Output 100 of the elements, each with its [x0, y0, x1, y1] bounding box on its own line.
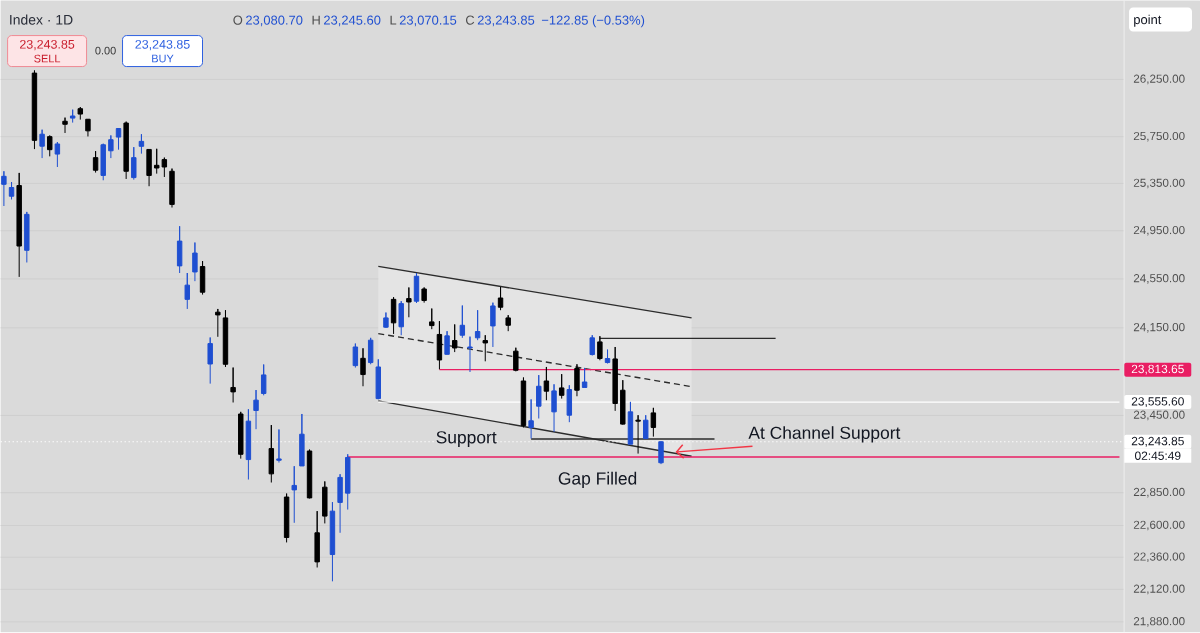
annotation: L	[390, 15, 397, 25]
candlestick	[192, 242, 198, 282]
annotation: 23,243.85	[135, 39, 190, 51]
candlestick	[451, 324, 458, 353]
candlestick	[612, 346, 618, 412]
candlestick	[643, 414, 649, 440]
annotation: O	[233, 15, 243, 25]
y-tick-label: 22,120.00	[1133, 584, 1185, 595]
y-axis-title: point	[1134, 14, 1162, 27]
candlestick	[390, 296, 397, 335]
y-tick-label: 23,450.00	[1133, 410, 1185, 421]
candlestick	[398, 300, 404, 336]
candlestick	[558, 373, 565, 400]
annotation: 0.00	[95, 46, 116, 55]
candlestick	[551, 383, 557, 433]
candlestick	[291, 465, 297, 524]
annotation: 23,243.85	[20, 39, 75, 51]
annotation: 23,070.15	[399, 15, 457, 27]
candlestick	[238, 411, 244, 460]
candlestick	[505, 314, 511, 332]
candlestick	[131, 146, 137, 181]
candlestick	[253, 389, 259, 430]
annotation: SELL	[34, 54, 61, 63]
candlestick	[123, 121, 129, 180]
annotation: 23,243.85	[477, 15, 535, 27]
y-tick-label: 25,350.00	[1133, 178, 1185, 189]
candlestick	[138, 133, 145, 155]
candlestick	[100, 143, 106, 181]
candlestick	[85, 118, 91, 138]
candlestick	[69, 109, 76, 124]
candlestick	[146, 149, 152, 187]
candlestick	[24, 211, 30, 264]
candlestick	[230, 367, 236, 404]
y-tick-label: 26,250.00	[1133, 74, 1185, 85]
candlestick	[429, 308, 435, 330]
candlestick	[367, 337, 374, 365]
candlestick	[1, 170, 7, 207]
candlestick	[574, 363, 580, 397]
candlestick	[490, 302, 496, 348]
candlestick	[92, 150, 99, 174]
candlestick	[497, 286, 504, 311]
candlestick	[620, 379, 626, 426]
candlestick	[658, 441, 664, 465]
y-tick-label: 24,550.00	[1133, 274, 1185, 284]
candlestick	[406, 287, 412, 318]
ref-line-label: 23,243.85	[1131, 436, 1184, 447]
text: 02:45:49	[1134, 451, 1181, 461]
candlestick	[436, 320, 443, 370]
candlestick	[536, 374, 542, 420]
data-label: 23,813.65	[1131, 364, 1184, 375]
candlestick	[77, 106, 84, 121]
candlestick	[543, 366, 550, 401]
candlestick	[528, 398, 534, 440]
candlestick	[54, 141, 61, 168]
annotation: −122.85 (−0.53%)	[541, 15, 645, 28]
candlestick	[482, 334, 488, 362]
y-tick-label: 25,750.00	[1133, 131, 1185, 142]
candlestick	[597, 335, 603, 361]
candlestick	[260, 364, 267, 396]
annotation: C	[465, 15, 475, 25]
candlestick	[467, 336, 473, 373]
annotation: At Channel Support	[748, 426, 901, 443]
candlestick	[215, 308, 221, 338]
candlestick	[459, 305, 466, 339]
candlestick	[207, 337, 213, 385]
candlestick	[635, 414, 641, 455]
candlestick	[375, 358, 382, 400]
candlestick	[39, 129, 45, 159]
candlestick	[513, 347, 519, 372]
annotation: Gap Filled	[558, 471, 637, 489]
candlestick	[47, 135, 53, 157]
candlestick	[268, 424, 275, 484]
y-tick-label: 22,600.00	[1133, 520, 1185, 531]
candlestick	[650, 407, 657, 438]
data-label: 23,555.60	[1131, 397, 1184, 408]
candlestick	[314, 510, 320, 569]
candlestick	[421, 287, 427, 304]
annotation: H	[312, 15, 320, 25]
candlestick	[16, 172, 22, 278]
candlestick	[360, 347, 366, 387]
y-tick-label: 24,150.00	[1133, 323, 1185, 333]
candlestick	[115, 127, 122, 151]
candlestick	[589, 334, 595, 357]
y-tick-label: 24,950.00	[1133, 226, 1185, 236]
candlestick	[566, 384, 573, 423]
candlestick	[383, 312, 389, 329]
candlestick	[276, 429, 282, 464]
candlestick	[299, 413, 305, 467]
annotation: 23,080.70	[246, 15, 303, 27]
annotation: BUY	[152, 54, 174, 63]
candlestick	[184, 272, 190, 310]
y-tick-label: 21,880.00	[1133, 617, 1185, 627]
candlestick	[337, 473, 343, 534]
candlestick	[345, 453, 351, 511]
candlestick	[108, 134, 114, 159]
text: Index · 1D	[10, 14, 73, 25]
candlestick	[444, 330, 450, 355]
annotation: 23,245.60	[324, 15, 381, 27]
y-tick-label: 22,850.00	[1133, 487, 1185, 498]
y-tick-label: 22,360.00	[1133, 552, 1185, 563]
